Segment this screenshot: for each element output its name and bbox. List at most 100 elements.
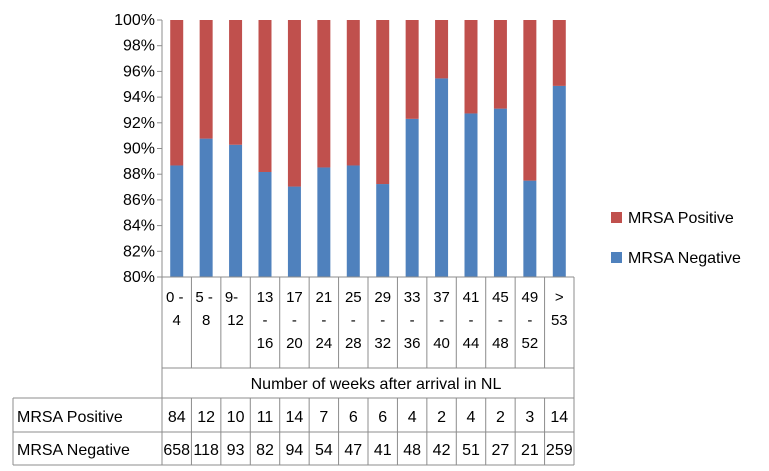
x-category-label: 52 (522, 335, 539, 352)
legend-label: MRSA Negative (628, 250, 741, 267)
x-category-label: - (469, 312, 474, 329)
table-cell: 42 (433, 442, 451, 459)
table-cell: 48 (403, 442, 421, 459)
table-cell: 27 (492, 442, 510, 459)
y-tick-label: 92% (123, 115, 155, 132)
y-tick-label: 84% (123, 218, 155, 235)
legend-label: MRSA Positive (628, 210, 734, 227)
table-cell: 12 (197, 409, 215, 426)
bar-mrsa-negative (405, 118, 419, 277)
table-cell: 3 (525, 409, 534, 426)
y-tick-label: 90% (123, 141, 155, 158)
table-cell: 118 (193, 442, 219, 459)
x-category-label: 12 (227, 312, 244, 329)
bar-mrsa-positive (523, 20, 537, 181)
x-category-label: 17 (286, 289, 303, 306)
bar-mrsa-positive (552, 20, 566, 86)
x-category-label: 24 (316, 335, 333, 352)
x-category-label: - (527, 312, 532, 329)
x-category-label: 9- (225, 289, 238, 306)
bar-mrsa-negative (346, 165, 360, 277)
x-axis-title: Number of weeks after arrival in NL (251, 376, 502, 393)
table-cell: 2 (496, 409, 505, 426)
x-category-label: - (351, 312, 356, 329)
bar-mrsa-positive (435, 20, 449, 79)
bar-mrsa-positive (229, 20, 243, 145)
table-cell: 82 (256, 442, 274, 459)
x-category-label: - (292, 312, 297, 329)
x-category-label: 8 (202, 312, 210, 329)
x-category-label: - (439, 312, 444, 329)
bar-mrsa-negative (317, 167, 331, 277)
table-cell: 11 (257, 409, 274, 426)
x-category-label: - (263, 312, 268, 329)
bar-mrsa-negative (258, 171, 272, 277)
x-category-label: 44 (463, 335, 480, 352)
x-category-label: - (380, 312, 385, 329)
table-cell: 4 (467, 409, 476, 426)
x-category-label: - (498, 312, 503, 329)
bar-mrsa-positive (199, 20, 213, 139)
table-cell: 658 (163, 442, 190, 459)
x-category-label: 45 (492, 289, 509, 306)
legend-swatch (611, 212, 622, 223)
x-category-label: 49 (522, 289, 539, 306)
bar-mrsa-positive (317, 20, 331, 168)
y-tick-label: 86% (123, 192, 155, 209)
x-category-label: > (555, 289, 564, 306)
bar-mrsa-positive (493, 20, 507, 109)
bar-mrsa-positive (287, 20, 301, 187)
table-cell: 94 (286, 442, 304, 459)
x-category-label: 5 - (195, 289, 213, 306)
x-category-label: 48 (492, 335, 509, 352)
x-category-label: 37 (433, 289, 450, 306)
table-row-label: MRSA Positive (17, 409, 123, 426)
table-cell: 14 (286, 409, 304, 426)
x-category-label: - (321, 312, 326, 329)
x-category-label: 40 (433, 335, 450, 352)
bar-mrsa-positive (346, 20, 360, 166)
y-tick-label: 88% (123, 166, 155, 183)
table-row-label: MRSA Negative (17, 442, 130, 459)
table-cell: 7 (319, 409, 328, 426)
x-category-label: 36 (404, 335, 421, 352)
x-category-label: 4 (173, 312, 181, 329)
bar-mrsa-negative (170, 165, 184, 277)
x-category-label: 21 (316, 289, 333, 306)
bar-mrsa-negative (229, 144, 243, 277)
y-tick-label: 80% (123, 269, 155, 286)
bar-mrsa-positive (405, 20, 419, 119)
x-category-label: 29 (374, 289, 391, 306)
table-cell: 6 (349, 409, 358, 426)
table-cell: 93 (227, 442, 245, 459)
y-tick-label: 82% (123, 243, 155, 260)
y-tick-label: 98% (123, 38, 155, 55)
x-category-label: 41 (463, 289, 480, 306)
table-cell: 2 (437, 409, 446, 426)
bar-mrsa-negative (435, 78, 449, 277)
table-cell: 51 (462, 442, 480, 459)
table-cell: 84 (168, 409, 186, 426)
bar-mrsa-negative (493, 108, 507, 277)
table-cell: 47 (344, 442, 362, 459)
legend-swatch (611, 252, 622, 263)
x-category-label: - (410, 312, 415, 329)
x-category-label: 0 - (166, 289, 184, 306)
x-category-label: 13 (257, 289, 274, 306)
table-cell: 6 (378, 409, 387, 426)
x-category-label: 32 (374, 335, 391, 352)
y-tick-label: 94% (123, 89, 155, 106)
table-cell: 21 (521, 442, 539, 459)
x-category-label: 28 (345, 335, 362, 352)
x-category-label: 33 (404, 289, 421, 306)
bar-mrsa-positive (464, 20, 478, 114)
table-cell: 14 (550, 409, 568, 426)
y-tick-label: 96% (123, 63, 155, 80)
table-cell: 10 (227, 409, 245, 426)
bar-mrsa-negative (552, 85, 566, 278)
x-category-label: 16 (257, 335, 274, 352)
table-cell: 259 (546, 442, 573, 459)
table-cell: 54 (315, 442, 333, 459)
table-cell: 41 (374, 442, 392, 459)
